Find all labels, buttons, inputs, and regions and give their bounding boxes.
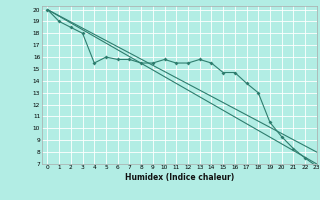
X-axis label: Humidex (Indice chaleur): Humidex (Indice chaleur)	[124, 173, 234, 182]
